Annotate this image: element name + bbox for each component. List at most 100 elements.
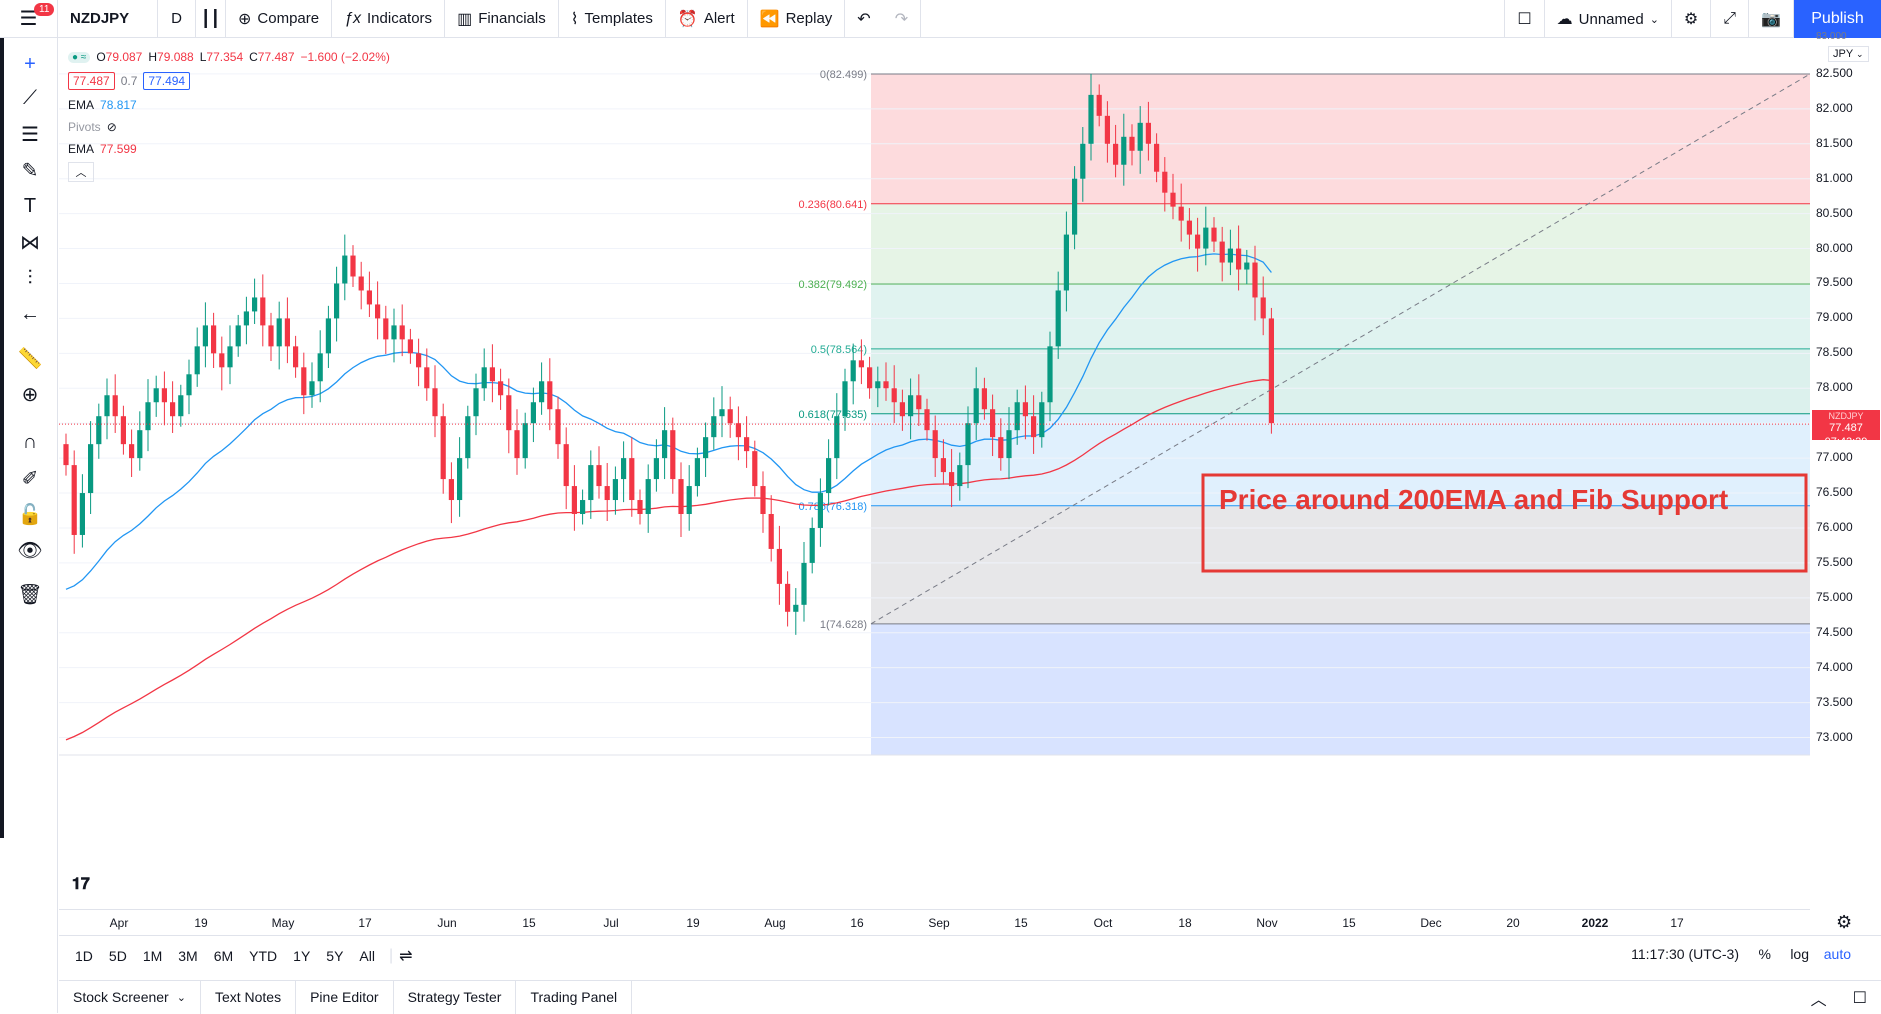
candle-body [949,472,955,487]
range-button-5d[interactable]: 5D [108,947,127,964]
tradingview-logo[interactable]: 𝟏𝟕 [72,876,90,893]
ema1-legend[interactable]: EMA 78.817 [68,94,390,116]
candle-body [1195,234,1201,249]
chevron-down-icon: ⌄ [176,991,186,1004]
candle-body [940,458,946,473]
fullscreen-button[interactable]: ⤢ [1711,0,1750,38]
candle-body [276,318,282,347]
tab-text-notes[interactable]: Text Notes [201,980,297,1014]
candle-body [809,527,815,563]
ask-price[interactable]: 77.494 [143,72,191,90]
publish-button[interactable]: Publish [1794,0,1881,38]
range-button-5y[interactable]: 5Y [326,947,344,964]
range-button-1m[interactable]: 1M [142,947,163,964]
chart-type-button[interactable]: ┃┃ [196,0,226,38]
timezone-clock[interactable]: 11:17:30 (UTC-3) [1631,946,1739,962]
lock-icon[interactable]: 🔓 [17,503,43,526]
ema2-legend[interactable]: EMA 77.599 [68,138,390,160]
annotation-box[interactable] [1201,473,1808,573]
redo-button[interactable]: ↷ [883,0,922,38]
log-toggle[interactable]: log [1790,946,1809,962]
price-tick: 80.500 [1816,205,1853,220]
currency-selector[interactable]: JPY ⌄ [1828,46,1869,62]
financials-button[interactable]: ▥ Financials [445,0,559,38]
collapse-legend-button[interactable]: ︿ [68,162,94,182]
arrow-left-icon[interactable]: ← [20,302,40,325]
text-icon[interactable]: T [23,194,37,217]
crosshair-icon[interactable]: + [24,52,36,75]
candle-body [612,479,618,501]
prediction-icon[interactable]: ⫶ [27,266,33,289]
undo-button[interactable]: ↶ [845,0,882,38]
indicators-button[interactable]: ƒx Indicators [332,0,446,38]
time-axis[interactable]: Apr 19 May 17 Jun 15 Jul 19 Aug 16 Sep 15 Oct 18 Nov 15… [59,909,1810,935]
candle-body [235,325,241,347]
candle-body [1244,262,1250,270]
layout-name: Unnamed [1578,10,1644,28]
chart-settings-gear-icon[interactable]: ⚙ [1836,912,1853,932]
candle-body [112,395,118,417]
range-button-3m[interactable]: 3M [178,947,198,964]
auto-scale-toggle[interactable]: auto [1823,946,1851,962]
tab-trading-panel[interactable]: Trading Panel [516,980,633,1014]
candle-body [129,444,135,459]
range-button-1y[interactable]: 1Y [293,947,311,964]
compare-button[interactable]: ⊕ Compare [226,0,333,38]
eye-icon[interactable]: 👁 [17,539,43,562]
candle-body [440,416,446,480]
range-button-ytd[interactable]: YTD [249,947,278,964]
settings-button[interactable]: ⚙ [1672,0,1712,38]
goto-date-icon[interactable]: ⇌ [399,947,413,965]
replay-button[interactable]: ⏪ Replay [748,0,846,38]
main-menu-button[interactable]: ☰ 11 [0,0,58,38]
price-axis[interactable]: 82.500 82.000 81.500 81.000 80.500 80.000 79.5… [1810,31,1881,909]
ema-short-line [65,253,1272,590]
lock-pencil-icon[interactable]: ✐ [21,467,39,490]
pivots-legend[interactable]: Pivots ⊘ [68,116,390,138]
snapshot-button[interactable]: 📷 [1749,0,1794,38]
tab-pine-editor[interactable]: Pine Editor [296,980,394,1014]
price-tick: 82.000 [1816,100,1853,115]
layout-button[interactable]: ☁ Unnamed ⌄ [1545,0,1672,38]
fib-levels: 0(82.499) 0.236(80.641) 0.382(79.492) 0.5(7… [799,69,1810,631]
magnet-icon[interactable]: ∩ [22,430,38,453]
price-tick: 78.500 [1816,345,1853,360]
zoom-icon[interactable]: ⊕ [21,383,39,406]
candle-body [178,395,184,417]
trend-line-icon[interactable]: ⟋ [23,86,37,109]
candles-icon: ┃┃ [200,10,221,28]
range-button-all[interactable]: All [359,947,375,964]
candle-body [1186,220,1192,235]
chevron-down-icon: ⌄ [1649,13,1659,26]
chevron-up-icon[interactable]: ︿ [1810,991,1827,1009]
range-button-1d[interactable]: 1D [75,947,93,964]
candle-body [227,346,233,368]
pattern-icon[interactable]: ⋈ [20,231,40,254]
fib-level-label: 0.618(77.635) [799,409,868,421]
alert-button[interactable]: ⏰ Alert [666,0,748,38]
fib-retracement-icon[interactable]: ☰ [21,123,39,146]
percent-toggle[interactable]: % [1758,946,1771,962]
maximize-icon[interactable]: ☐ [1852,989,1867,1007]
bid-price[interactable]: 77.487 [68,72,115,90]
tab-stock-screener[interactable]: Stock Screener ⌄ [59,980,201,1014]
trash-icon[interactable]: 🗑 [17,583,43,606]
ruler-icon[interactable]: 📏 [17,347,43,370]
tab-strategy-tester[interactable]: Strategy Tester [394,980,517,1014]
fullscreen-select-button[interactable]: ☐ [1504,0,1545,38]
eye-hidden-icon[interactable]: ⊘ [106,120,117,134]
range-button-6m[interactable]: 6M [213,947,234,964]
last-price-value: 77.487 [1829,422,1863,435]
symbol-search-button[interactable]: NZDJPY [58,0,158,38]
candle-body [1031,416,1037,438]
interval-button[interactable]: D [158,0,196,38]
brush-icon[interactable]: ✎ [21,159,39,182]
templates-button[interactable]: ⌇ Templates [559,0,666,38]
fib-zone [871,348,1810,414]
redo-icon: ↷ [894,10,909,28]
price-chart[interactable]: 0(82.499) 0.236(80.641) 0.382(79.492) 0.5(7… [59,39,1810,909]
candle-body [899,402,905,417]
candle-body [850,360,856,382]
candle-body [416,353,422,368]
time-tick: Nov [1256,916,1278,930]
